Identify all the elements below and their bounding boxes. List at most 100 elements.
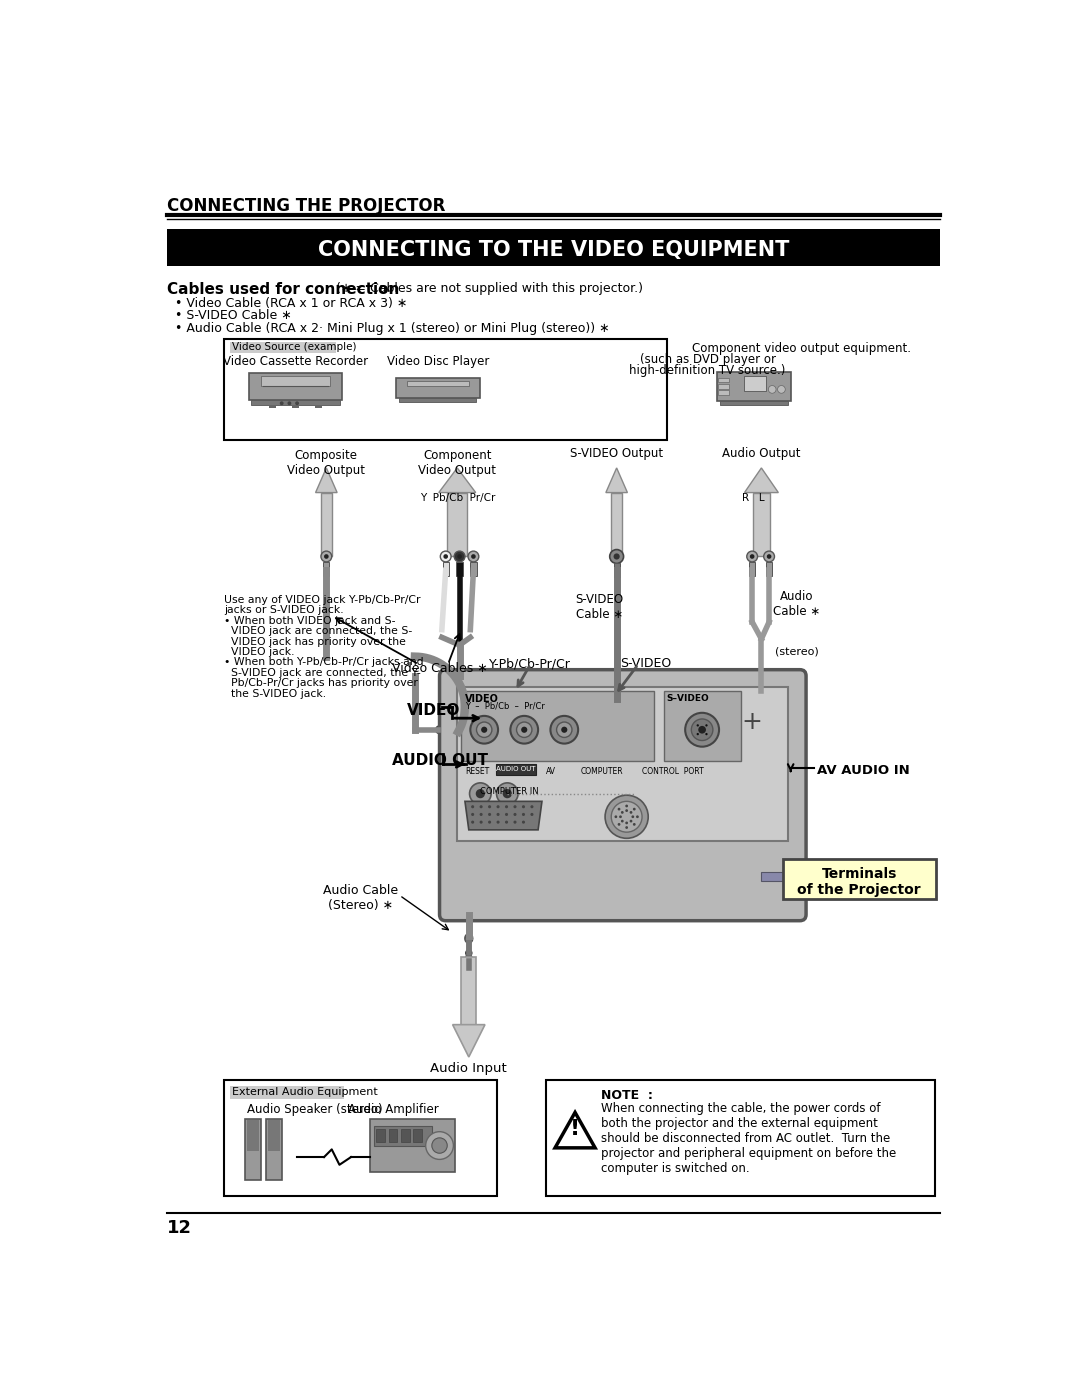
Circle shape bbox=[280, 401, 284, 405]
Circle shape bbox=[630, 820, 633, 823]
Text: S-VIDEO
Cable ∗: S-VIDEO Cable ∗ bbox=[576, 592, 624, 620]
Bar bbox=[245, 1119, 261, 1180]
Bar bbox=[314, 405, 323, 408]
Bar bbox=[292, 405, 299, 408]
Bar bbox=[247, 1120, 259, 1151]
Circle shape bbox=[697, 733, 699, 735]
Bar bbox=[414, 1129, 422, 1143]
Circle shape bbox=[465, 936, 473, 943]
Circle shape bbox=[471, 820, 474, 824]
Bar bbox=[761, 872, 784, 882]
Circle shape bbox=[287, 401, 292, 405]
Bar bbox=[461, 957, 476, 1024]
Text: 12: 12 bbox=[167, 1218, 192, 1236]
Bar bbox=[400, 398, 476, 402]
Polygon shape bbox=[315, 468, 337, 493]
Circle shape bbox=[505, 820, 508, 824]
Circle shape bbox=[513, 820, 516, 824]
Bar bbox=[377, 1129, 384, 1143]
Bar bbox=[251, 400, 340, 405]
Circle shape bbox=[465, 954, 472, 961]
Circle shape bbox=[605, 795, 648, 838]
Text: Component video output equipment.: Component video output equipment. bbox=[692, 342, 912, 355]
Bar bbox=[457, 562, 462, 576]
Bar bbox=[443, 562, 449, 576]
Circle shape bbox=[497, 805, 500, 809]
Circle shape bbox=[530, 813, 534, 816]
Circle shape bbox=[562, 726, 567, 733]
Text: Composite
Video Output: Composite Video Output bbox=[287, 448, 365, 476]
Bar bbox=[230, 342, 336, 353]
Text: Audio Input: Audio Input bbox=[431, 1062, 508, 1076]
Text: Video Disc Player: Video Disc Player bbox=[387, 355, 489, 367]
Bar bbox=[267, 1119, 282, 1180]
Text: Use any of VIDEO jack Y-Pb/Cb-Pr/Cr: Use any of VIDEO jack Y-Pb/Cb-Pr/Cr bbox=[224, 595, 420, 605]
Text: Cables used for connection: Cables used for connection bbox=[167, 282, 400, 296]
Circle shape bbox=[768, 386, 777, 393]
Polygon shape bbox=[606, 468, 627, 493]
Text: Audio Cable
(Stereo) ∗: Audio Cable (Stereo) ∗ bbox=[323, 884, 399, 912]
Circle shape bbox=[470, 715, 498, 743]
Circle shape bbox=[618, 823, 620, 826]
Text: AUDIO OUT: AUDIO OUT bbox=[392, 753, 488, 768]
Text: the S-VIDEO jack.: the S-VIDEO jack. bbox=[224, 689, 326, 698]
Text: Audio Speaker (stereo): Audio Speaker (stereo) bbox=[247, 1104, 382, 1116]
Circle shape bbox=[767, 555, 771, 559]
Bar bbox=[663, 692, 741, 760]
Text: Audio Amplifier: Audio Amplifier bbox=[348, 1104, 438, 1116]
Text: S-VIDEO jack are connected, the Y-: S-VIDEO jack are connected, the Y- bbox=[224, 668, 421, 678]
Text: S–VIDEO: S–VIDEO bbox=[666, 693, 710, 703]
Polygon shape bbox=[744, 468, 779, 493]
Circle shape bbox=[480, 813, 483, 816]
Text: VIDEO: VIDEO bbox=[407, 703, 460, 718]
Bar bbox=[611, 493, 622, 556]
Text: CONNECTING TO THE VIDEO EQUIPMENT: CONNECTING TO THE VIDEO EQUIPMENT bbox=[318, 240, 789, 260]
Text: AUDIO OUT: AUDIO OUT bbox=[496, 766, 536, 773]
Circle shape bbox=[513, 813, 516, 816]
Circle shape bbox=[470, 782, 491, 805]
Circle shape bbox=[513, 805, 516, 809]
Circle shape bbox=[497, 820, 500, 824]
Text: Y  Pb/Cb  Pr/Cr: Y Pb/Cb Pr/Cr bbox=[419, 493, 495, 503]
Bar bbox=[719, 401, 787, 405]
Circle shape bbox=[432, 1137, 447, 1154]
Bar bbox=[407, 381, 469, 387]
Circle shape bbox=[516, 722, 532, 738]
Bar bbox=[230, 1087, 345, 1098]
Text: CONNECTING THE PROJECTOR: CONNECTING THE PROJECTOR bbox=[167, 197, 445, 215]
Circle shape bbox=[455, 550, 465, 562]
Bar bbox=[447, 493, 468, 556]
Circle shape bbox=[613, 553, 620, 560]
Circle shape bbox=[497, 782, 518, 805]
Bar bbox=[268, 1120, 280, 1151]
Bar bbox=[167, 229, 940, 267]
Bar bbox=[401, 1129, 409, 1143]
Text: • Video Cable (RCA x 1 or RCA x 3) ∗: • Video Cable (RCA x 1 or RCA x 3) ∗ bbox=[175, 298, 407, 310]
Text: VIDEO jack are connected, the S-: VIDEO jack are connected, the S- bbox=[224, 626, 413, 636]
Bar bbox=[370, 1119, 455, 1172]
Text: AV AUDIO IN: AV AUDIO IN bbox=[816, 764, 909, 777]
Circle shape bbox=[488, 813, 491, 816]
Circle shape bbox=[511, 715, 538, 743]
Circle shape bbox=[480, 820, 483, 824]
Bar bbox=[389, 1129, 397, 1143]
Circle shape bbox=[457, 555, 462, 559]
Circle shape bbox=[324, 555, 328, 559]
Circle shape bbox=[697, 724, 699, 726]
Circle shape bbox=[615, 816, 618, 819]
Circle shape bbox=[471, 805, 474, 809]
Text: (stereo): (stereo) bbox=[775, 647, 819, 657]
Bar bbox=[323, 562, 329, 576]
Circle shape bbox=[522, 805, 525, 809]
FancyBboxPatch shape bbox=[440, 669, 806, 921]
Bar bbox=[249, 373, 341, 400]
Text: AV: AV bbox=[545, 767, 556, 775]
Text: Y  –  Pb/Cb  –  Pr/Cr: Y – Pb/Cb – Pr/Cr bbox=[465, 701, 544, 710]
Circle shape bbox=[497, 813, 500, 816]
Text: VIDEO: VIDEO bbox=[465, 693, 499, 704]
Bar bbox=[224, 1080, 497, 1196]
Bar bbox=[718, 377, 729, 383]
Circle shape bbox=[630, 812, 633, 814]
Text: When connecting the cable, the power cords of
both the projector and the externa: When connecting the cable, the power cor… bbox=[602, 1102, 896, 1175]
Text: Pb/Cb-Pr/Cr jacks has priority over: Pb/Cb-Pr/Cr jacks has priority over bbox=[224, 678, 418, 689]
